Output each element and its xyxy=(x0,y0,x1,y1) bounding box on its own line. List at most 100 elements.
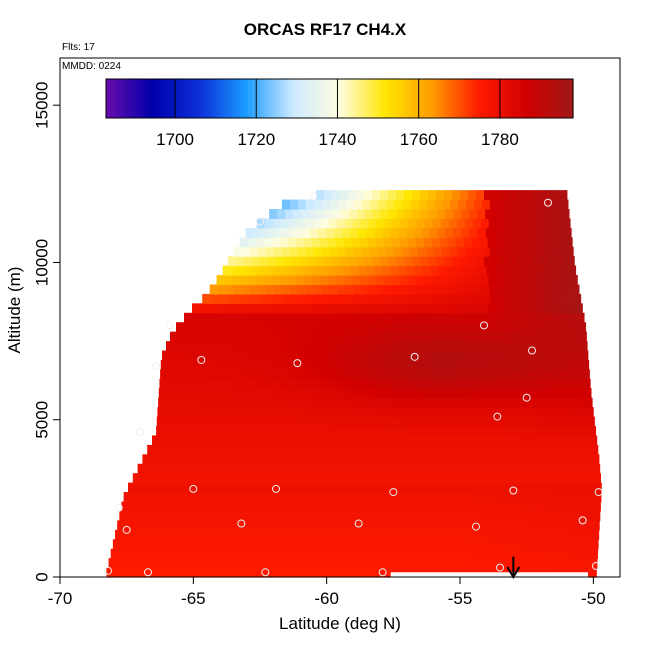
heatmap-cell xyxy=(576,303,583,314)
heatmap-cell xyxy=(192,322,201,333)
heatmap-cell xyxy=(224,312,233,323)
heatmap-cell xyxy=(431,510,440,521)
heatmap-cell xyxy=(404,190,413,201)
heatmap-cell xyxy=(497,463,507,474)
heatmap-cell xyxy=(544,482,553,493)
heatmap-cell xyxy=(128,482,137,493)
heatmap-cell xyxy=(494,454,503,465)
heatmap-cell xyxy=(360,322,369,333)
heatmap-cell xyxy=(230,388,240,399)
heatmap-cell xyxy=(464,312,473,323)
heatmap-cell xyxy=(325,407,335,418)
heatmap-cell xyxy=(125,520,134,531)
heatmap-cell xyxy=(520,369,529,380)
heatmap-cell xyxy=(304,482,313,493)
heatmap-cell xyxy=(246,388,256,399)
heatmap-cell xyxy=(472,539,482,550)
heatmap-cell xyxy=(284,256,293,267)
heatmap-cell xyxy=(142,454,151,465)
heatmap-cell xyxy=(382,388,392,399)
heatmap-cell xyxy=(216,482,225,493)
heatmap-cell xyxy=(230,548,240,559)
heatmap-cell xyxy=(376,435,385,446)
heatmap-cell xyxy=(456,322,465,333)
heatmap-cell xyxy=(209,501,219,512)
heatmap-cell xyxy=(484,256,493,267)
heatmap-cell xyxy=(224,369,233,380)
heatmap-cell xyxy=(440,359,450,370)
heatmap-cell xyxy=(548,190,557,201)
heatmap-cell xyxy=(320,435,329,446)
heatmap-cell xyxy=(184,369,193,380)
colorbar-swatch xyxy=(564,79,570,118)
colorbar-swatch xyxy=(459,79,464,118)
heatmap-cell xyxy=(163,529,172,540)
heatmap-cell xyxy=(464,359,474,370)
heatmap-cell xyxy=(231,378,241,389)
heatmap-cell xyxy=(456,539,466,550)
colorbar-swatch xyxy=(463,79,469,118)
heatmap-cell xyxy=(549,227,559,238)
heatmap-cell xyxy=(196,558,206,569)
heatmap-cell xyxy=(528,435,537,446)
heatmap-cell xyxy=(287,510,296,521)
heatmap-cell xyxy=(246,341,255,352)
heatmap-cell xyxy=(368,369,377,380)
heatmap-cell xyxy=(471,237,481,248)
heatmap-cell xyxy=(533,520,542,531)
heatmap-cell xyxy=(176,322,185,333)
heatmap-cell xyxy=(250,350,259,361)
heatmap-cell xyxy=(227,492,237,503)
heatmap-cell xyxy=(445,208,454,220)
heatmap-cell xyxy=(232,322,241,333)
heatmap-cell xyxy=(505,284,515,295)
heatmap-cell xyxy=(244,473,254,484)
colorbar-swatch xyxy=(390,79,395,118)
heatmap-cell xyxy=(469,520,478,531)
heatmap-cell xyxy=(373,520,382,531)
heatmap-cell xyxy=(508,416,518,427)
heatmap-cell xyxy=(274,350,283,361)
heatmap-cell xyxy=(502,388,512,399)
heatmap-cell xyxy=(517,520,526,531)
heatmap-cell xyxy=(231,510,240,521)
heatmap-cell xyxy=(358,397,367,408)
heatmap-cell xyxy=(468,426,477,437)
heatmap-cell xyxy=(480,482,489,493)
heatmap-cell xyxy=(582,341,588,352)
heatmap-cell xyxy=(378,350,387,361)
heatmap-cell xyxy=(262,388,272,399)
heatmap-cell xyxy=(296,312,305,323)
colorbar-swatch xyxy=(321,79,326,118)
heatmap-cell xyxy=(456,369,465,380)
heatmap-cell xyxy=(233,501,243,512)
heatmap-cell xyxy=(349,227,359,238)
heatmap-cell xyxy=(461,407,471,418)
heatmap-cell xyxy=(396,558,406,569)
heatmap-cell xyxy=(375,237,385,248)
heatmap-cell xyxy=(408,359,418,370)
heatmap-cell xyxy=(182,548,192,559)
heatmap-cell xyxy=(426,331,435,342)
heatmap-cell xyxy=(478,341,487,352)
heatmap-cell xyxy=(286,397,295,408)
heatmap-cell xyxy=(588,558,598,569)
colorbar-swatch xyxy=(556,79,562,118)
heatmap-cell xyxy=(254,265,264,276)
heatmap-cell xyxy=(455,378,465,389)
heatmap-cell xyxy=(236,256,245,267)
heatmap-cell xyxy=(550,397,559,408)
heatmap-cell xyxy=(414,548,424,559)
heatmap-cell xyxy=(437,227,447,238)
heatmap-cell xyxy=(473,284,483,295)
colorbar-swatch xyxy=(325,79,330,118)
heatmap-cell xyxy=(324,256,333,267)
heatmap-cell xyxy=(473,199,483,210)
heatmap-cell xyxy=(224,435,233,446)
heatmap-cell xyxy=(516,416,526,427)
colorbar-swatch xyxy=(304,79,310,118)
heatmap-cell xyxy=(335,237,345,248)
heatmap-cell xyxy=(478,548,488,559)
heatmap-cell xyxy=(252,426,261,437)
heatmap-cell xyxy=(177,501,187,512)
